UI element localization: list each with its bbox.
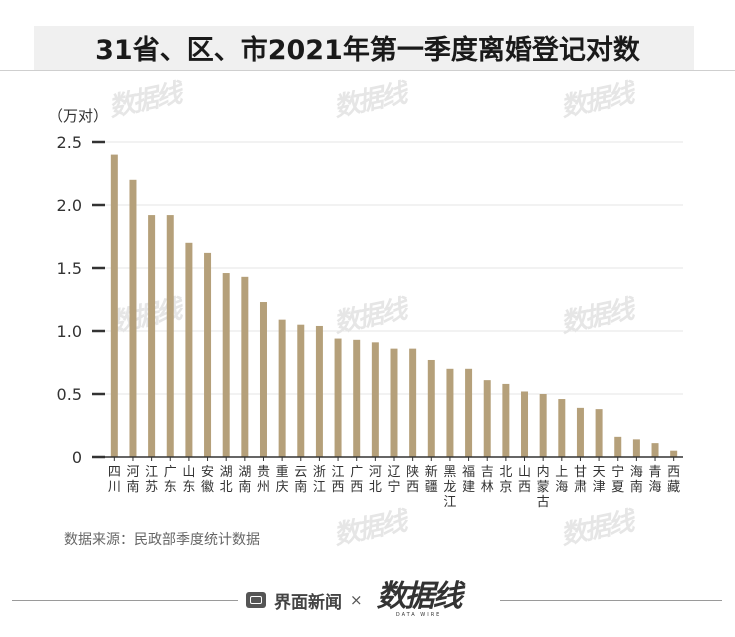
bar [465,368,473,457]
jiemian-logo-icon [246,592,266,608]
x-tick-label: 河南 [126,465,139,495]
bar [129,179,137,458]
chart-title: 31省、区、市2021年第一季度离婚登记对数 [95,35,640,66]
x-tick-label: 海南 [630,465,643,495]
x-tick-label: 湖南 [238,465,251,495]
bar [539,394,547,457]
x-tick-label: 辽宁 [387,465,400,495]
y-tick-label: 2.0 [57,196,82,215]
x-tick-label: 陕西 [406,465,419,495]
x-tick-label: 江西 [332,465,345,495]
x-tick-label: 广西 [350,465,363,495]
bar [222,273,230,457]
x-tick-label: 重庆 [276,464,289,495]
x-tick-label: 北京 [499,465,512,495]
bar [558,399,566,457]
x-tick-label: 黑龙江 [443,465,456,510]
bar [427,359,435,457]
brand-name: 界面新闻 [274,592,342,613]
bar [595,409,603,457]
x-tick-label: 四川 [108,465,121,495]
x-tick-label: 湖北 [220,465,233,495]
footer-brand: 界面新闻 × 数据线 DATA WIRE [246,582,463,618]
bar [110,154,118,457]
x-tick-label: 贵州 [257,465,270,495]
bar [483,380,491,457]
y-tick-label: 0.5 [57,385,82,404]
brand-times: × [350,591,363,609]
bar [651,443,659,457]
bar [315,325,323,457]
source-note: 数据来源：民政部季度统计数据 [64,532,260,548]
title-band [34,26,694,70]
datawire-logo: 数据线 DATA WIRE [376,579,463,619]
x-tick-label: 宁夏 [611,464,624,495]
bar [334,338,342,457]
bar [371,342,379,457]
x-tick-label: 浙江 [313,465,326,495]
x-tick-label: 甘肃 [574,465,587,495]
x-tick-label: 内蒙古 [537,464,550,510]
bar [409,348,417,457]
x-tick-label: 吉林 [481,465,494,495]
bar [259,302,267,457]
x-tick-label: 广东 [164,465,177,495]
bar [278,319,286,457]
bar [614,436,622,457]
bar [166,215,174,457]
bar [353,339,361,457]
x-tick-label: 江苏 [145,465,158,495]
x-tick-label: 安徽 [201,465,214,495]
bar [632,439,640,457]
x-tick-label: 山西 [518,465,531,495]
x-tick-label: 青海 [649,465,662,495]
x-tick-label: 上海 [555,465,568,495]
footer-divider-right [500,600,722,601]
bar [576,407,584,457]
bar [185,242,193,457]
datawire-sub: DATA WIRE [395,612,442,618]
y-tick-label: 2.5 [57,133,82,152]
bar [670,450,678,457]
bar [390,348,398,457]
x-tick-label: 西藏 [667,465,680,495]
bar [521,391,529,457]
x-tick-label: 福建 [462,465,475,495]
bar [502,383,510,457]
bar [241,276,249,457]
bar [446,368,454,457]
footer-divider-left [12,600,238,601]
bar [204,252,212,457]
bar [148,215,156,457]
y-unit-label: （万对） [48,107,108,125]
x-tick-label: 新疆 [425,464,438,495]
y-tick-label: 1.0 [57,322,82,341]
x-tick-label: 云南 [294,465,307,495]
bar [297,324,305,457]
y-tick-label: 1.5 [57,259,82,278]
x-tick-label: 山东 [182,465,195,495]
x-tick-label: 天津 [593,465,606,495]
title-rule [0,70,735,71]
datawire-mark: 数据线 [376,579,463,614]
x-tick-label: 河北 [369,465,382,495]
y-tick-label: 0 [72,448,82,467]
